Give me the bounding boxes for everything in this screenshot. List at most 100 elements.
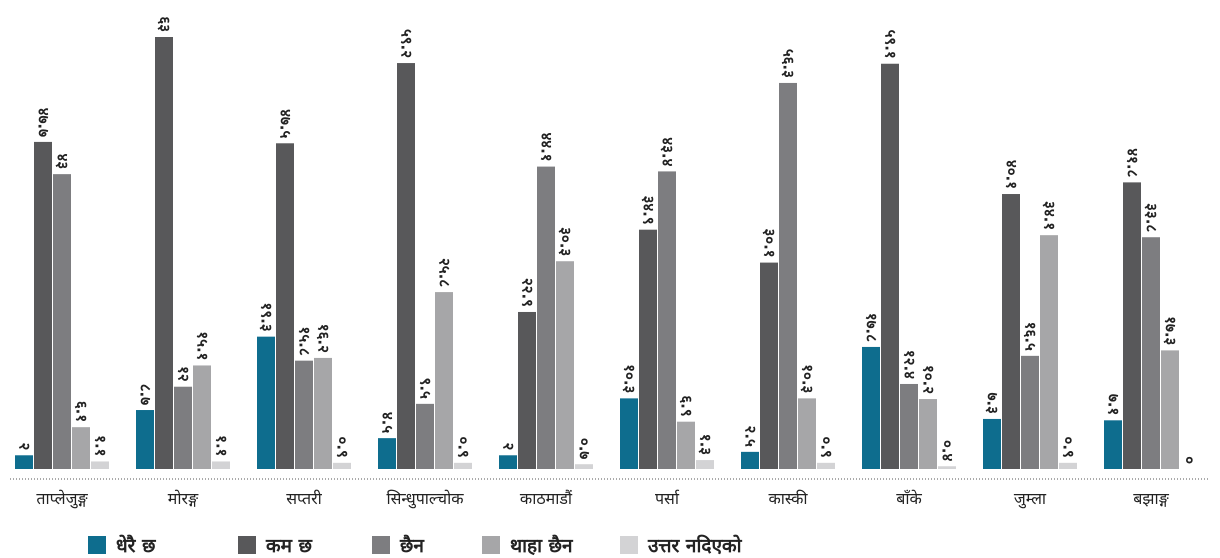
bar-6-0 xyxy=(741,451,759,469)
data-label-4-3: ३०.३ xyxy=(557,227,575,256)
bar-2-0 xyxy=(257,336,275,469)
legend-swatch-3 xyxy=(482,536,500,554)
legend-label-0: धेरै छ xyxy=(116,535,156,557)
bar-4-3 xyxy=(556,261,574,469)
bar-5-1 xyxy=(639,229,657,469)
data-label-7-4: ०.४ xyxy=(939,440,957,461)
bar-9-0 xyxy=(1104,420,1122,469)
data-label-9-0: ७.१ xyxy=(1105,394,1123,415)
data-label-3-4: ०.९ xyxy=(455,437,473,458)
bar-5-2 xyxy=(658,171,676,469)
bar-1-2 xyxy=(174,386,192,469)
data-label-1-3: १५.१ xyxy=(194,331,212,360)
data-label-2-3: १६.२ xyxy=(315,324,333,353)
bar-7-1 xyxy=(881,63,899,469)
bar-4-2 xyxy=(537,166,555,469)
bar-7-2 xyxy=(900,383,918,469)
legend-label-2: छैन xyxy=(400,535,424,557)
bar-2-2 xyxy=(295,360,313,469)
bar-7-3 xyxy=(919,399,937,469)
data-label-7-1: ५९.१ xyxy=(882,30,900,59)
bar-2-1 xyxy=(276,143,294,470)
data-label-9-1: ४१.८ xyxy=(1124,148,1142,177)
data-label-4-1: २२.९ xyxy=(519,278,537,307)
legend-item-2: छैन xyxy=(372,532,482,558)
bar-6-2 xyxy=(779,82,797,469)
data-label-4-0: २ xyxy=(500,442,518,450)
data-label-1-1: ६३ xyxy=(156,16,174,32)
bar-8-0 xyxy=(983,418,1001,469)
legend-item-3: थाहा छैन xyxy=(482,532,620,558)
data-label-6-1: ३०.१ xyxy=(761,228,779,257)
bar-0-2 xyxy=(53,174,71,469)
data-label-0-4: १.१ xyxy=(92,435,110,456)
data-label-7-0: १७.८ xyxy=(863,313,881,342)
bar-1-1 xyxy=(155,37,173,469)
data-label-6-4: ०.९ xyxy=(818,437,836,458)
category-label-5: पर्सा xyxy=(655,489,680,508)
bar-2-3 xyxy=(314,357,332,469)
data-label-6-0: २.५ xyxy=(742,426,760,447)
legend-item-4: उत्तर नदिएको xyxy=(620,532,780,558)
bar-7-4 xyxy=(938,466,956,469)
bar-8-1 xyxy=(1002,194,1020,469)
data-label-9-4: ० xyxy=(1181,456,1199,464)
data-label-5-4: १.३ xyxy=(697,434,715,455)
data-label-9-3: १७.३ xyxy=(1162,316,1180,345)
category-label-1: मोरङ्ग xyxy=(168,489,199,508)
legend-item-1: कम छ xyxy=(238,532,372,558)
data-label-0-2: ४३ xyxy=(54,154,72,170)
data-label-5-0: १०.३ xyxy=(621,364,639,393)
grouped-bar-chart: २४७.७४३६.११.१ताप्लेजुङ्ग८.७६३१२१५.११.१मो… xyxy=(10,16,1208,509)
legend-swatch-4 xyxy=(620,536,638,554)
data-label-5-1: ३४.९ xyxy=(640,196,658,225)
bar-6-3 xyxy=(798,398,816,469)
bar-6-4 xyxy=(817,462,835,469)
category-label-9: बझाङ्ग xyxy=(1133,489,1169,508)
data-label-3-2: ९.५ xyxy=(417,378,435,399)
data-label-2-0: १९.३ xyxy=(258,303,276,332)
data-label-4-2: ४४.१ xyxy=(538,132,556,161)
bar-8-3 xyxy=(1040,235,1058,469)
category-label-7: बाँके xyxy=(896,489,922,508)
data-label-8-3: ३४.१ xyxy=(1041,201,1059,230)
data-label-8-1: ४०.१ xyxy=(1003,160,1021,189)
data-label-3-1: ५९.२ xyxy=(398,29,416,58)
data-label-8-0: ७.३ xyxy=(984,393,1002,414)
bar-8-2 xyxy=(1021,355,1039,469)
bar-3-2 xyxy=(416,403,434,469)
bar-5-0 xyxy=(620,398,638,469)
bar-3-0 xyxy=(378,438,396,469)
bar-7-0 xyxy=(862,346,880,469)
bar-1-0 xyxy=(136,410,154,469)
bar-0-4 xyxy=(91,461,109,469)
bar-1-3 xyxy=(193,365,211,469)
data-label-0-1: ४७.७ xyxy=(35,108,53,137)
data-label-7-2: १२.४ xyxy=(901,350,919,379)
legend-label-4: उत्तर नदिएको xyxy=(648,535,742,557)
legend-label-3: थाहा छैन xyxy=(510,535,573,557)
data-label-1-0: ८.७ xyxy=(137,384,155,405)
data-label-6-3: १०.३ xyxy=(799,364,817,393)
bar-8-4 xyxy=(1059,462,1077,469)
data-label-1-4: १.१ xyxy=(213,435,231,456)
chart-legend: धेरै छ कम छ छैन थाहा छैन उत्तर नदिएको xyxy=(88,532,780,558)
legend-label-1: कम छ xyxy=(266,535,312,557)
bar-5-3 xyxy=(677,421,695,469)
legend-swatch-0 xyxy=(88,536,106,554)
bar-3-1 xyxy=(397,63,415,470)
category-label-8: जुम्ला xyxy=(1014,489,1047,509)
category-label-2: सप्तरी xyxy=(286,489,322,508)
data-label-9-2: ३३.८ xyxy=(1143,203,1161,232)
bar-4-0 xyxy=(499,455,517,469)
category-label-3: सिन्धुपाल्चोक xyxy=(386,489,464,509)
bar-5-4 xyxy=(696,460,714,469)
bar-4-4 xyxy=(575,464,593,469)
bar-9-2 xyxy=(1142,237,1160,469)
data-label-2-1: ४७.५ xyxy=(277,109,295,138)
category-label-4: काठमाडौं xyxy=(520,489,573,508)
bar-0-1 xyxy=(34,141,52,469)
legend-swatch-1 xyxy=(238,536,256,554)
data-label-2-4: ०.९ xyxy=(334,437,352,458)
legend-swatch-2 xyxy=(372,536,390,554)
